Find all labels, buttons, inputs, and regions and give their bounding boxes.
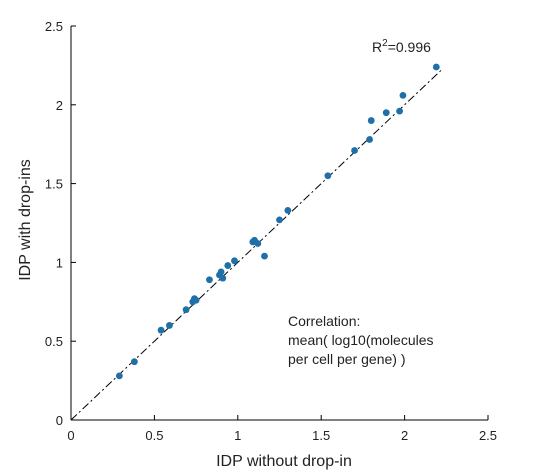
- x-tick-label: 0.5: [145, 428, 163, 443]
- data-point: [130, 358, 138, 366]
- data-point: [224, 262, 232, 269]
- y-tick-label: 0: [56, 413, 63, 428]
- x-tick-label: 2: [401, 428, 408, 443]
- r2-superscript: 2: [382, 38, 388, 49]
- y-axis-title: IDP with drop-ins: [17, 159, 34, 281]
- x-tick-label: 1.5: [312, 428, 330, 443]
- data-point: [254, 240, 262, 247]
- x-ticks: 0 0.5 1 1.5 2 2.5: [67, 415, 497, 443]
- data-point: [324, 172, 332, 180]
- axes: [70, 26, 488, 421]
- annotation-line-3: per cell per gene) ): [288, 351, 406, 367]
- y-tick-label: 1.5: [45, 177, 63, 192]
- data-point: [231, 257, 238, 265]
- data-point: [157, 326, 165, 334]
- annotation-line-2: mean( log10(molecules: [288, 332, 434, 348]
- x-axis-title: IDP without drop-in: [216, 453, 352, 470]
- data-point: [192, 296, 200, 304]
- data-point: [206, 276, 213, 284]
- data-point: [217, 268, 225, 276]
- data-point: [261, 252, 268, 260]
- data-point: [351, 147, 358, 154]
- x-tick-label: 0: [67, 428, 74, 443]
- data-point: [396, 107, 403, 115]
- data-point: [219, 274, 227, 282]
- data-point: [182, 306, 190, 314]
- y-tick-label: 2.5: [45, 19, 63, 34]
- y-tick-label: 2: [56, 98, 63, 113]
- data-point: [166, 322, 173, 329]
- data-point: [276, 216, 283, 224]
- annotation-line-1: Correlation:: [288, 313, 360, 329]
- data-point: [115, 372, 123, 380]
- r2-prefix: R: [372, 39, 382, 55]
- data-point: [382, 109, 390, 117]
- x-tick-label: 2.5: [479, 428, 497, 443]
- data-point: [399, 91, 407, 99]
- r2-value: =0.996: [388, 39, 431, 55]
- y-tick-label: 1: [56, 255, 63, 270]
- data-point: [284, 206, 292, 214]
- data-points: [115, 63, 440, 380]
- data-point: [366, 136, 373, 143]
- y-tick-label: 0.5: [45, 334, 63, 349]
- y-ticks: 0 0.5 1 1.5 2 2.5: [45, 19, 76, 428]
- data-point: [432, 63, 440, 71]
- x-tick-label: 1: [234, 428, 241, 443]
- r-squared-label: R2=0.996: [372, 38, 431, 55]
- data-point: [367, 117, 375, 124]
